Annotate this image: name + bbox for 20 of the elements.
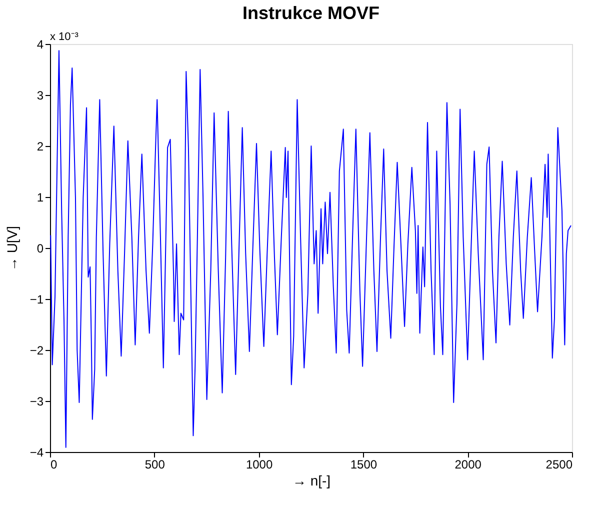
x-axis-title: → n[-] — [292, 472, 331, 488]
y-axis-title: → U[V] — [4, 226, 20, 272]
y-tick-label: 4 — [36, 38, 44, 52]
y-tick-label: −2 — [30, 344, 44, 358]
x-tick-label: 0 — [50, 458, 58, 472]
y-tick-label: 0 — [36, 242, 44, 256]
y-tick-label: −3 — [30, 394, 44, 408]
x-tick-label: 1000 — [246, 458, 273, 472]
x-tick-label: 1500 — [350, 458, 378, 472]
chart-title: Instrukce MOVF — [242, 3, 380, 23]
y-tick-label: 3 — [36, 88, 44, 102]
y-tick-label: 2 — [36, 140, 44, 154]
x-tick-label: 500 — [144, 458, 166, 472]
y-tick-label: −4 — [30, 446, 44, 460]
y-tick-label: −1 — [30, 292, 44, 306]
x-tick-label: 2000 — [454, 458, 482, 472]
x-tick-label: 2500 — [546, 458, 573, 472]
text: x 10⁻³ — [50, 31, 79, 43]
line-series — [50, 50, 572, 448]
y-tick-label: 1 — [36, 190, 44, 204]
